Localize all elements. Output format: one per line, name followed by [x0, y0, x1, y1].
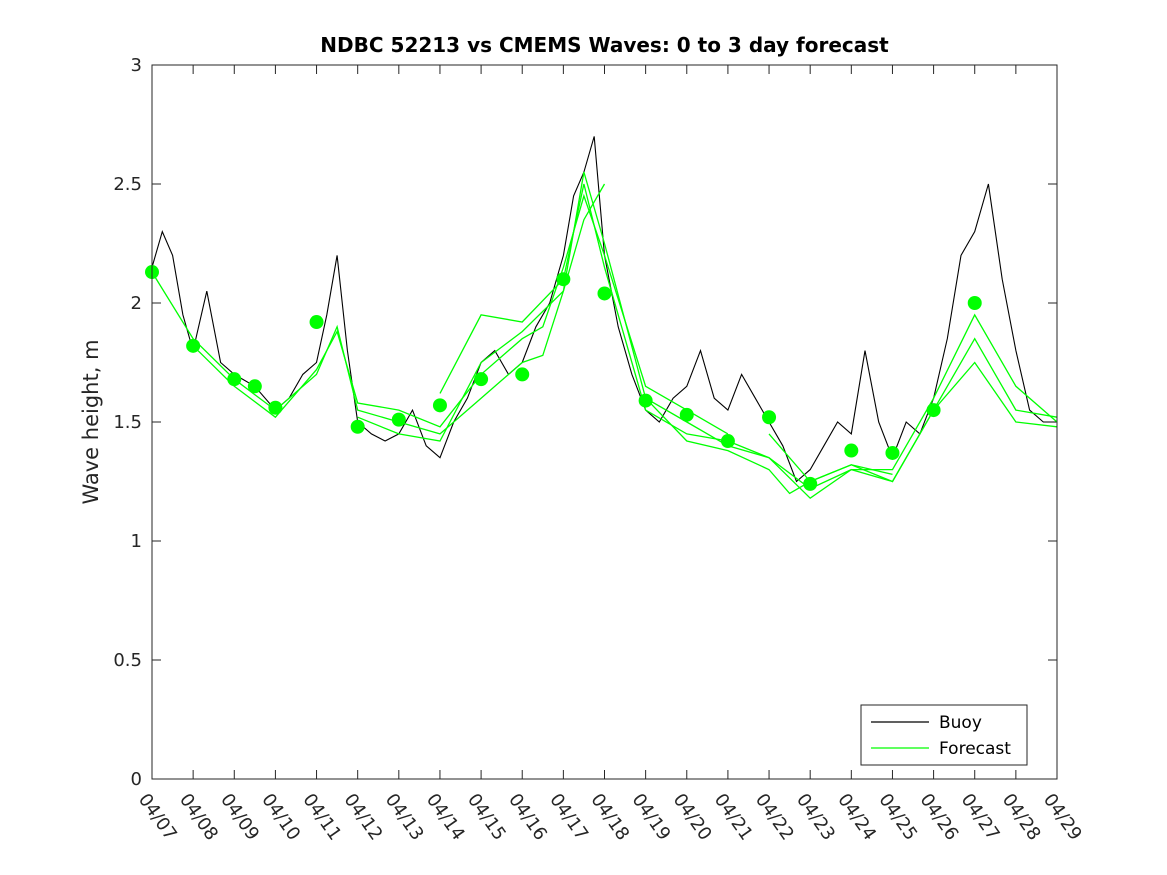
x-tick-label: 04/09 — [216, 790, 263, 845]
x-tick-label: 04/08 — [175, 790, 222, 845]
forecast-series-line — [768, 361, 1058, 483]
forecast-marker — [474, 372, 489, 387]
forecast-marker — [926, 403, 941, 418]
x-tick-label: 04/21 — [710, 790, 757, 845]
x-tick-label: 04/17 — [545, 790, 592, 845]
forecast-marker — [432, 398, 447, 413]
y-tick-label: 1 — [131, 531, 142, 552]
y-tick-label: 0.5 — [113, 650, 142, 671]
legend-entry-label: Buoy — [939, 713, 982, 733]
x-tick-label: 04/14 — [422, 790, 469, 845]
forecast-marker — [638, 393, 653, 408]
forecast-marker — [597, 286, 612, 301]
forecast-marker — [885, 445, 900, 460]
x-tick-label: 04/23 — [792, 790, 839, 845]
x-tick-label: 04/10 — [257, 790, 304, 845]
forecast-marker — [227, 372, 242, 387]
x-tick-label: 04/19 — [628, 790, 675, 845]
forecast-series-line — [645, 313, 1058, 500]
legend: Buoy Forecast — [860, 704, 1028, 766]
plot-frame — [151, 64, 1058, 780]
forecast-marker — [556, 272, 571, 287]
x-tick-label: 04/15 — [463, 790, 510, 845]
x-tick-label: 04/18 — [586, 790, 633, 845]
x-tick-label: 04/24 — [833, 790, 880, 845]
y-tick-label: 2.5 — [113, 174, 142, 195]
forecast-marker — [186, 338, 201, 353]
forecast-marker — [350, 419, 365, 434]
y-tick-label: 0 — [131, 769, 142, 790]
forecast-marker — [268, 400, 283, 415]
series-layer — [145, 136, 1058, 500]
forecast-marker — [247, 379, 262, 394]
forecast-marker — [967, 296, 982, 310]
x-tick-label: 04/11 — [298, 790, 345, 845]
x-tick-label: 04/13 — [381, 790, 428, 845]
x-tick-label: 04/28 — [998, 790, 1045, 845]
forecast-marker — [720, 434, 735, 449]
x-tick-label: 04/20 — [669, 790, 716, 845]
x-tick-label: 04/29 — [1039, 790, 1086, 845]
y-tick-label: 3 — [131, 55, 142, 76]
x-tick-label: 04/25 — [874, 790, 921, 845]
x-tick-label: 04/27 — [957, 790, 1004, 845]
forecast-marker — [803, 476, 818, 491]
forecast-marker — [844, 443, 859, 458]
x-tick-label: 04/07 — [134, 790, 181, 845]
x-tick-label: 04/26 — [915, 790, 962, 845]
y-tick-label: 1.5 — [113, 412, 142, 433]
forecast-series-line — [151, 183, 606, 435]
legend-entry-label: Forecast — [939, 739, 1011, 759]
buoy-series-line — [151, 136, 1057, 483]
x-tick-label: 04/12 — [340, 790, 387, 845]
y-axis-label: Wave height, m — [79, 339, 103, 504]
forecast-marker — [762, 410, 777, 425]
forecast-marker — [309, 315, 324, 330]
x-tick-label: 04/16 — [504, 790, 551, 845]
forecast-marker — [679, 407, 694, 422]
y-tick-label: 2 — [131, 293, 142, 314]
legend-box — [860, 704, 1028, 766]
forecast-marker — [391, 412, 406, 427]
x-tick-label: 04/22 — [751, 790, 798, 845]
forecast-marker — [515, 367, 530, 382]
forecast-series-line — [357, 171, 893, 495]
chart-title: NDBC 52213 vs CMEMS Waves: 0 to 3 day fo… — [320, 33, 889, 57]
